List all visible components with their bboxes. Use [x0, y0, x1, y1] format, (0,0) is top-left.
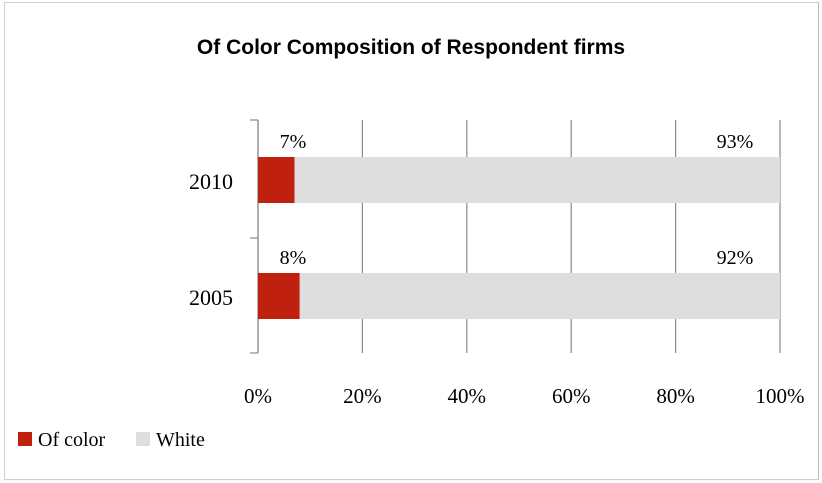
chart-frame	[4, 2, 819, 480]
x-tick-label: 0%	[244, 384, 272, 408]
x-tick-label: 20%	[343, 384, 382, 408]
data-label-2010-white: 93%	[717, 131, 754, 153]
legend-label-white: White	[156, 429, 205, 451]
data-label-2005-of-color: 8%	[280, 247, 307, 269]
legend-label-of-color: Of color	[38, 429, 106, 451]
data-label-2005-white: 92%	[717, 247, 754, 269]
y-tick-label: 2010	[189, 169, 233, 194]
y-tick-label: 2005	[189, 285, 233, 310]
legend-swatch-white	[136, 432, 150, 446]
x-tick-label: 60%	[552, 384, 591, 408]
data-label-2010-of-color: 7%	[280, 131, 307, 153]
bar-2005-of-color	[258, 273, 300, 319]
bar-2010-white	[294, 157, 780, 203]
bar-2005-white	[299, 273, 780, 319]
chart-title: Of Color Composition of Respondent firms	[196, 36, 626, 59]
x-tick-label: 100%	[756, 384, 805, 408]
legend-swatch-of-color	[18, 432, 32, 446]
x-tick-label: 80%	[656, 384, 695, 408]
x-tick-label: 40%	[448, 384, 487, 408]
bar-2010-of-color	[258, 157, 295, 203]
